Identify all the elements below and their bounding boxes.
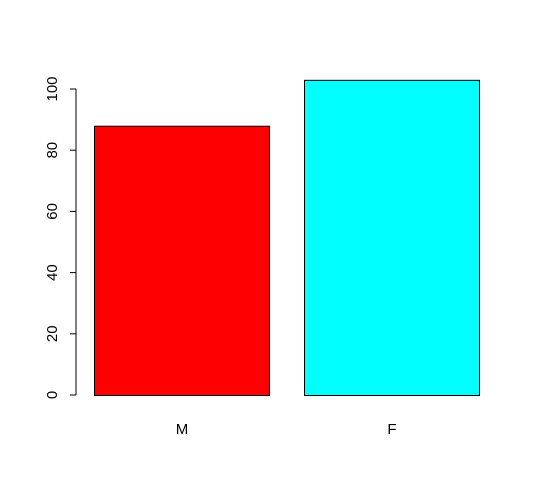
bars bbox=[94, 79, 480, 396]
bar-m bbox=[94, 125, 270, 396]
y-tick-label: 20 bbox=[44, 325, 61, 342]
y-axis: 0 20 40 60 80 100 bbox=[44, 76, 77, 399]
y-tick-label: 40 bbox=[44, 264, 61, 281]
x-category-label: M bbox=[176, 421, 189, 438]
y-tick-label: 80 bbox=[44, 142, 61, 159]
y-tick-label: 100 bbox=[44, 76, 61, 101]
bar-f bbox=[304, 79, 480, 396]
y-tick-label: 0 bbox=[44, 391, 61, 399]
y-tick-label: 60 bbox=[44, 203, 61, 220]
x-category-label: F bbox=[387, 421, 396, 438]
